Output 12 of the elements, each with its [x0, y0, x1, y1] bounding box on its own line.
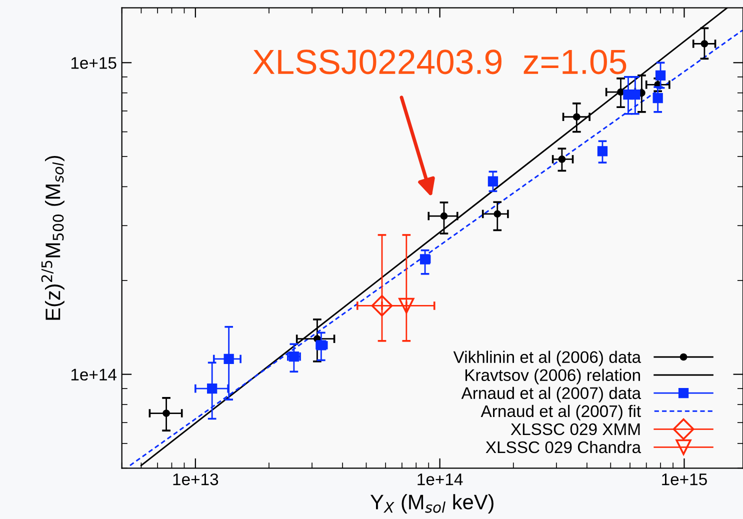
- x-axis-title: Y$_{X}$ (M$_{sol}$ keV): [370, 494, 494, 514]
- legend-label: XLSSC 029 Chandra: [486, 440, 642, 454]
- legend-label: XLSSC 029 XMM: [510, 423, 640, 436]
- legend-label: Arnaud et al (2007) data: [461, 386, 642, 402]
- y-axis-title: E(z)$^{2/5}$M$_{500}$ (M$_{sol}$): [41, 156, 64, 320]
- legend-label: Arnaud et al (2007) fit: [480, 404, 641, 420]
- x-tick-label: 1e+14: [418, 474, 463, 486]
- annotation: XLSSJ022403.9 z=1.05: [252, 50, 626, 74]
- x-tick-label: 1e+13: [173, 473, 218, 486]
- legend-label: Vikhlinin et al (2006) data: [453, 350, 642, 366]
- legend-label: Kravtsov (2006) relation: [465, 368, 640, 384]
- x-tick-label: 1e+15: [662, 474, 707, 486]
